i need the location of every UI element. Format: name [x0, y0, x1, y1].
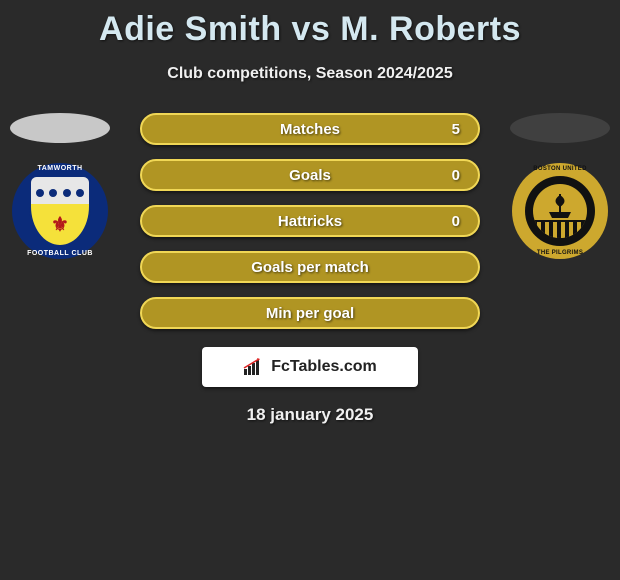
stat-value: 0 — [452, 213, 460, 230]
right-player-column: BOSTON UNITED THE PILGRIMS — [500, 113, 620, 259]
stat-row-goals-per-match: Goals per match — [140, 251, 480, 283]
stat-value: 5 — [452, 121, 460, 138]
stat-row-hattricks: Hattricks 0 — [140, 205, 480, 237]
fleur-icon: ⚜ — [51, 212, 69, 237]
right-club-name-bottom: THE PILGRIMS — [512, 250, 608, 256]
stat-label: Goals per match — [251, 259, 369, 276]
stat-label: Goals — [289, 167, 331, 184]
stat-row-matches: Matches 5 — [140, 113, 480, 145]
comparison-content: TAMWORTH ⚜ FOOTBALL CLUB BOSTON UNITED — [0, 113, 620, 425]
stat-label: Matches — [280, 121, 340, 138]
stat-row-goals: Goals 0 — [140, 159, 480, 191]
bar-chart-icon — [243, 358, 265, 376]
stat-label: Min per goal — [266, 305, 354, 322]
left-club-crest: TAMWORTH ⚜ FOOTBALL CLUB — [12, 163, 108, 259]
stat-label: Hattricks — [278, 213, 342, 230]
ship-icon — [545, 192, 575, 218]
left-player-ellipse — [10, 113, 110, 143]
left-club-name-top: TAMWORTH — [12, 165, 108, 172]
left-club-name-bottom: FOOTBALL CLUB — [12, 250, 108, 257]
right-club-crest: BOSTON UNITED THE PILGRIMS — [512, 163, 608, 259]
stats-list: Matches 5 Goals 0 Hattricks 0 Goals per … — [140, 113, 480, 329]
stat-value: 0 — [452, 167, 460, 184]
right-player-ellipse — [510, 113, 610, 143]
page-subtitle: Club competitions, Season 2024/2025 — [0, 65, 620, 83]
fctables-text: FcTables.com — [271, 358, 377, 376]
fctables-watermark: FcTables.com — [202, 347, 418, 387]
left-player-column: TAMWORTH ⚜ FOOTBALL CLUB — [0, 113, 120, 259]
page-title: Adie Smith vs M. Roberts — [0, 0, 620, 49]
right-club-name-top: BOSTON UNITED — [512, 166, 608, 172]
stat-row-min-per-goal: Min per goal — [140, 297, 480, 329]
snapshot-date: 18 january 2025 — [0, 405, 620, 425]
